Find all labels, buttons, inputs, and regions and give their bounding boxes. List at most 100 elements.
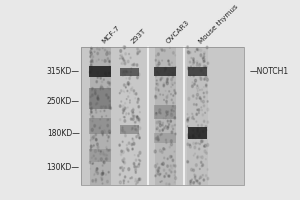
Ellipse shape (137, 116, 138, 117)
Ellipse shape (107, 155, 108, 156)
Bar (89, 66, 111, 77)
Ellipse shape (161, 163, 162, 165)
Ellipse shape (206, 91, 208, 94)
Ellipse shape (172, 106, 173, 108)
Ellipse shape (92, 180, 94, 182)
Ellipse shape (123, 183, 124, 184)
Ellipse shape (171, 82, 173, 85)
Ellipse shape (203, 120, 205, 122)
Ellipse shape (138, 118, 140, 121)
Ellipse shape (123, 116, 124, 117)
Ellipse shape (96, 139, 97, 141)
Ellipse shape (131, 110, 133, 113)
Ellipse shape (172, 52, 174, 54)
Ellipse shape (197, 183, 198, 184)
Ellipse shape (122, 150, 124, 154)
Ellipse shape (92, 61, 93, 63)
Ellipse shape (174, 182, 175, 183)
Ellipse shape (198, 136, 200, 138)
Ellipse shape (168, 73, 170, 76)
Ellipse shape (94, 150, 97, 153)
Ellipse shape (139, 151, 141, 154)
Ellipse shape (137, 101, 138, 103)
Ellipse shape (103, 130, 105, 133)
Ellipse shape (203, 105, 205, 107)
Ellipse shape (90, 51, 92, 53)
Ellipse shape (126, 84, 127, 85)
Ellipse shape (137, 51, 139, 54)
Ellipse shape (102, 172, 104, 175)
Ellipse shape (196, 113, 197, 115)
Ellipse shape (137, 99, 138, 100)
Ellipse shape (133, 63, 135, 66)
Ellipse shape (134, 155, 135, 156)
Ellipse shape (200, 176, 201, 179)
Ellipse shape (127, 71, 128, 73)
Ellipse shape (90, 145, 92, 148)
Ellipse shape (198, 134, 200, 136)
Ellipse shape (162, 129, 164, 131)
Ellipse shape (131, 68, 132, 69)
Ellipse shape (124, 107, 126, 109)
Ellipse shape (90, 145, 92, 148)
Ellipse shape (199, 63, 201, 65)
Ellipse shape (124, 117, 125, 118)
Ellipse shape (197, 128, 198, 130)
Ellipse shape (126, 71, 127, 72)
Ellipse shape (169, 174, 170, 175)
Ellipse shape (90, 56, 91, 57)
Ellipse shape (168, 63, 170, 65)
Ellipse shape (156, 117, 157, 118)
Ellipse shape (134, 122, 135, 123)
Ellipse shape (173, 95, 174, 96)
Ellipse shape (139, 138, 140, 139)
Ellipse shape (127, 82, 129, 85)
Ellipse shape (97, 146, 99, 149)
Ellipse shape (121, 56, 123, 59)
Ellipse shape (93, 163, 94, 164)
Ellipse shape (97, 77, 98, 78)
Ellipse shape (206, 175, 207, 177)
Ellipse shape (200, 78, 202, 80)
Ellipse shape (172, 72, 174, 75)
Ellipse shape (122, 169, 124, 171)
Ellipse shape (100, 111, 101, 112)
Ellipse shape (96, 81, 98, 83)
Ellipse shape (188, 161, 189, 163)
Ellipse shape (132, 113, 133, 115)
Ellipse shape (133, 108, 134, 109)
Ellipse shape (105, 106, 106, 109)
Ellipse shape (167, 120, 168, 122)
Ellipse shape (207, 101, 208, 102)
Ellipse shape (121, 101, 122, 102)
Ellipse shape (160, 70, 161, 72)
Ellipse shape (172, 76, 174, 78)
Ellipse shape (140, 160, 141, 162)
Ellipse shape (193, 129, 194, 131)
Ellipse shape (107, 98, 108, 100)
Ellipse shape (136, 180, 139, 183)
Ellipse shape (135, 93, 137, 95)
Ellipse shape (95, 138, 97, 141)
Ellipse shape (90, 140, 91, 141)
Ellipse shape (130, 75, 131, 76)
Ellipse shape (196, 48, 198, 50)
Ellipse shape (135, 128, 136, 130)
Ellipse shape (169, 175, 170, 177)
Ellipse shape (194, 176, 196, 179)
Ellipse shape (155, 59, 156, 61)
Ellipse shape (138, 178, 140, 181)
Ellipse shape (163, 118, 164, 119)
Ellipse shape (104, 72, 106, 75)
Ellipse shape (130, 57, 131, 59)
Ellipse shape (189, 145, 191, 148)
Ellipse shape (108, 150, 109, 151)
Ellipse shape (203, 65, 206, 68)
Ellipse shape (101, 179, 103, 181)
Ellipse shape (194, 104, 195, 105)
Ellipse shape (201, 175, 203, 178)
Ellipse shape (139, 50, 140, 52)
Ellipse shape (167, 112, 168, 115)
Bar (81, 47, 244, 185)
Ellipse shape (196, 121, 197, 122)
